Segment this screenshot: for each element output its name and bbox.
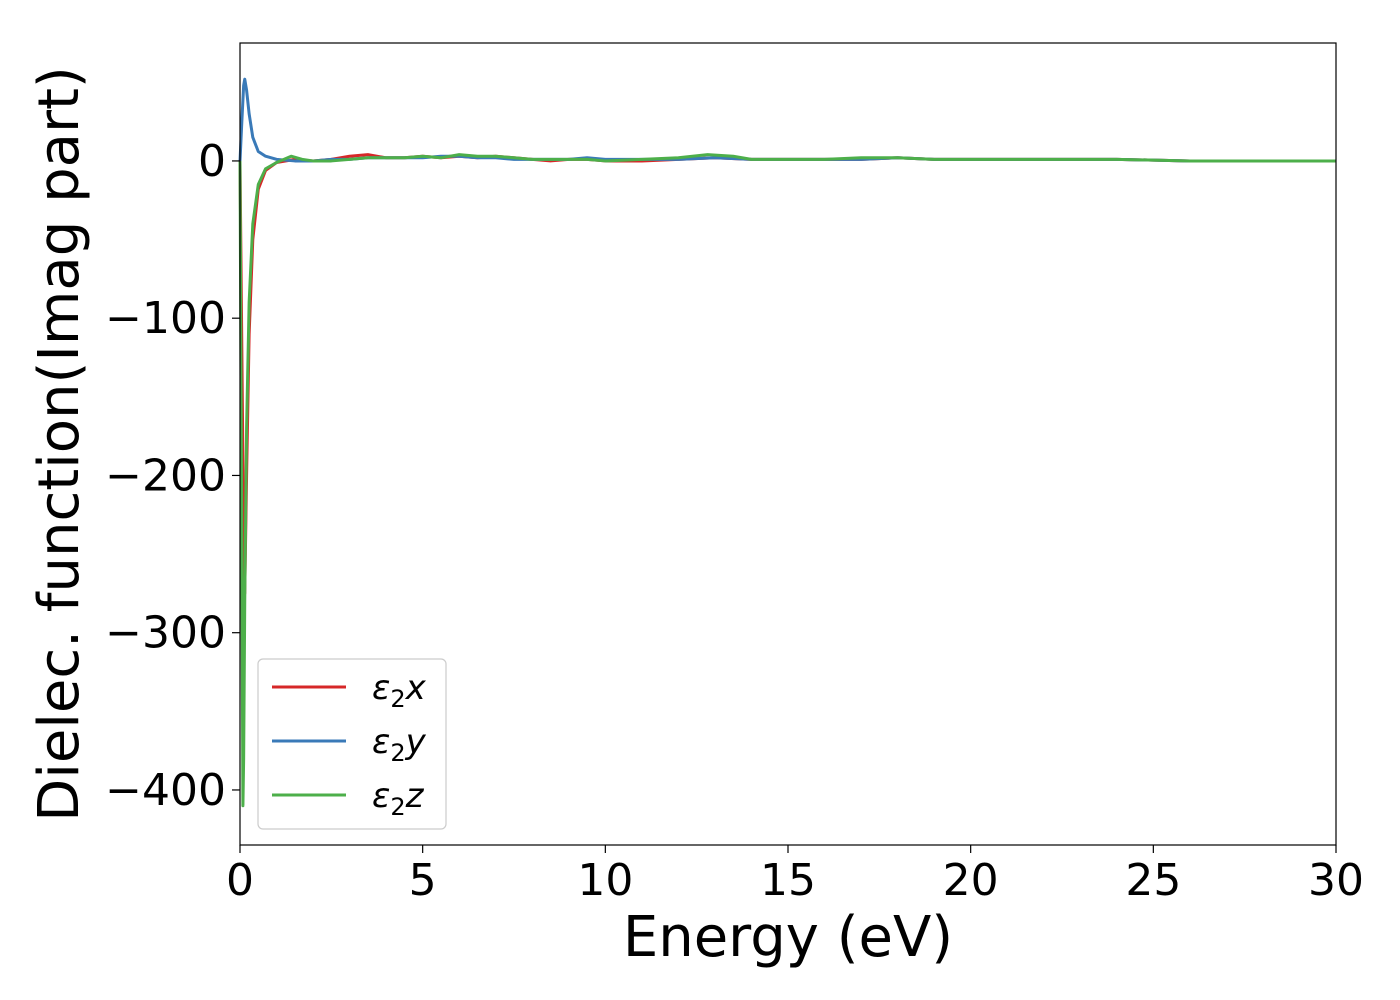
legend-box <box>257 658 447 830</box>
y-axis: 0 −100 −200 −300 −400 <box>105 136 240 816</box>
y-tick-label: −300 <box>105 608 226 659</box>
y-tick-label: −400 <box>105 765 226 816</box>
x-tick-label: 5 <box>409 855 437 906</box>
y-axis-title: Dielec. function(Imag part) <box>27 66 92 822</box>
x-tick-label: 0 <box>226 855 254 906</box>
x-tick-label: 30 <box>1308 855 1364 906</box>
series-line-2 <box>238 153 1336 808</box>
y-tick-label: 0 <box>198 136 226 187</box>
y-tick-label: −100 <box>105 293 226 344</box>
legend: ε2x ε2y ε2z <box>257 658 447 830</box>
x-tick-label: 25 <box>1125 855 1181 906</box>
y-tick-label: −200 <box>105 450 226 501</box>
x-axis: 0 5 10 15 20 25 30 <box>226 845 1364 906</box>
legend-entry-label: ε2z <box>372 776 425 821</box>
legend-entry-label: ε2x <box>372 668 427 713</box>
x-tick-label: 10 <box>577 855 633 906</box>
x-tick-label: 15 <box>760 855 816 906</box>
x-axis-title: Energy (eV) <box>623 905 953 970</box>
legend-entry-label: ε2y <box>372 722 427 767</box>
series-layer <box>238 77 1336 808</box>
x-tick-label: 20 <box>943 855 999 906</box>
